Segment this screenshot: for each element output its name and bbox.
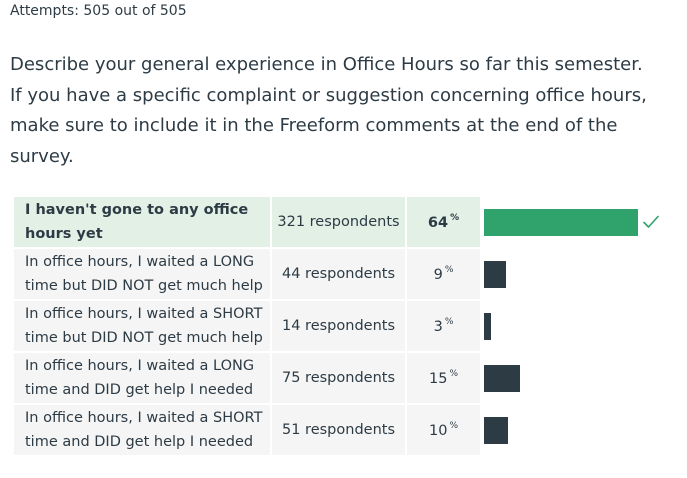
answer-percent: 64%	[407, 197, 480, 247]
percent-sign: %	[444, 317, 454, 327]
percent-sign: %	[450, 213, 460, 223]
question-line: survey.	[10, 145, 74, 167]
percent-sign: %	[444, 265, 454, 275]
bar-cell	[482, 197, 672, 247]
answer-label: I haven't gone to any office hours yet	[14, 197, 270, 247]
bar-cell	[482, 249, 672, 299]
answer-percent: 3%	[407, 301, 480, 351]
respondent-count: 75 respondents	[272, 353, 405, 403]
check-icon	[643, 215, 659, 228]
percent-sign: %	[449, 421, 458, 431]
answer-label: In office hours, I waited a SHORT time a…	[14, 405, 270, 455]
percent-value: 10	[428, 423, 448, 439]
answer-label: In office hours, I waited a LONG time an…	[14, 353, 270, 403]
answer-bar	[484, 260, 506, 288]
answer-percent: 15%	[407, 353, 480, 403]
question-line: make sure to include it in the Freeform …	[10, 115, 618, 136]
respondent-count: 44 respondents	[272, 249, 405, 299]
answer-row-correct: I haven't gone to any office hours yet 3…	[14, 197, 672, 247]
bar-cell	[482, 301, 672, 351]
answer-results-table: I haven't gone to any office hours yet 3…	[12, 195, 674, 457]
percent-value: 15	[428, 371, 448, 387]
answer-row: In office hours, I waited a SHORT time a…	[14, 405, 672, 455]
answer-label: In office hours, I waited a LONG time bu…	[14, 249, 270, 299]
answer-bar	[484, 416, 508, 444]
respondent-count: 14 respondents	[272, 301, 405, 351]
answer-bar	[484, 208, 638, 236]
bar-cell	[482, 353, 672, 403]
answer-percent: 9%	[407, 249, 480, 299]
respondent-count: 51 respondents	[272, 405, 405, 455]
question-line: If you have a specific complaint or sugg…	[10, 84, 647, 106]
answer-row: In office hours, I waited a LONG time bu…	[14, 249, 672, 299]
answer-row: In office hours, I waited a LONG time an…	[14, 353, 672, 403]
question-text: Describe your general experience in Offi…	[10, 50, 650, 172]
percent-sign: %	[449, 369, 458, 379]
question-line: Describe your general experience in Offi…	[10, 54, 643, 75]
percent-value: 9	[433, 267, 443, 283]
answer-label: In office hours, I waited a SHORT time b…	[14, 301, 270, 351]
bar-cell	[482, 405, 672, 455]
respondent-count: 321 respondents	[272, 197, 405, 247]
percent-value: 64	[427, 215, 449, 231]
attempts-count: Attempts: 505 out of 505	[10, 3, 187, 19]
percent-value: 3	[433, 319, 443, 335]
answer-bar	[484, 312, 491, 340]
answer-bar	[484, 364, 520, 392]
answer-row: In office hours, I waited a SHORT time b…	[14, 301, 672, 351]
answer-percent: 10%	[407, 405, 480, 455]
